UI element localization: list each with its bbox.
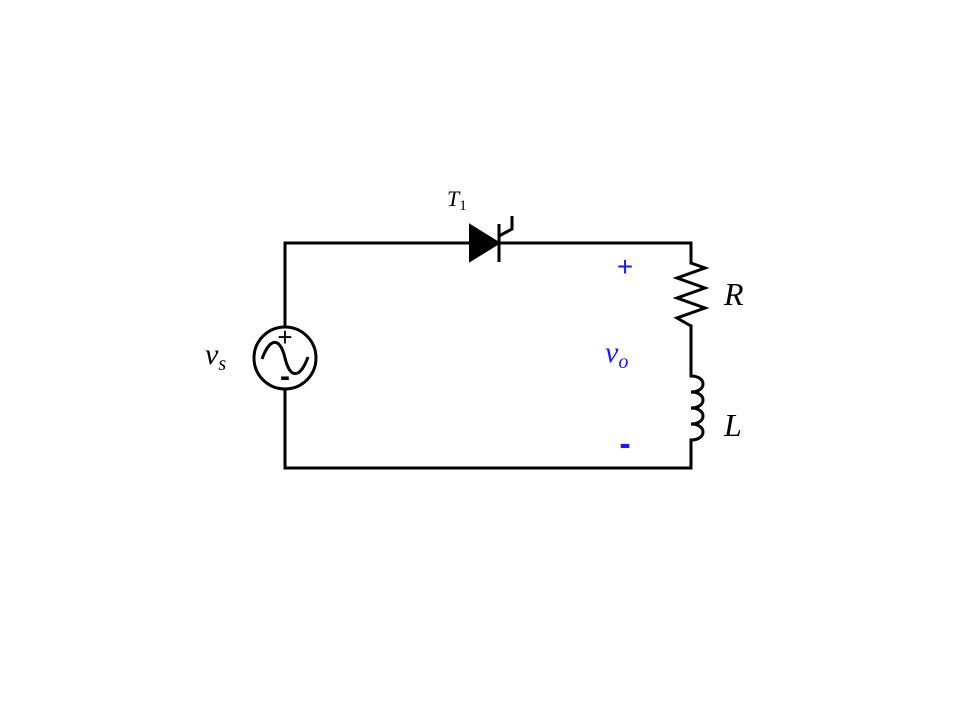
thyristor-gate-lead (498, 216, 514, 238)
source-voltage-main: v (205, 338, 219, 371)
inductor-symbol (690, 374, 705, 442)
output-voltage-sub: o (618, 351, 628, 373)
thyristor-label-main: T (447, 186, 461, 211)
source-voltage-label: vs (205, 338, 226, 375)
output-voltage-main: v (605, 336, 619, 369)
output-voltage-label: vo (605, 336, 628, 373)
circuit-wires (283, 241, 693, 470)
sine-wave-icon (260, 340, 310, 376)
wire-left-top (283, 241, 474, 330)
thyristor-symbol (469, 216, 514, 263)
output-minus-sign: - (619, 425, 630, 463)
resistor-symbol (672, 261, 710, 328)
thyristor-label: T1 (447, 186, 467, 214)
ac-source-symbol (252, 325, 318, 391)
output-plus-sign: + (617, 251, 633, 282)
source-plus-sign: + (277, 322, 292, 352)
source-voltage-sub: s (218, 353, 226, 375)
resistor-label: R (723, 276, 744, 312)
wire-top-right (498, 241, 693, 265)
thyristor-label-sub: 1 (459, 198, 467, 214)
inductor-label: L (723, 407, 742, 443)
thyristor-anode-triangle (469, 223, 501, 263)
wire-bottom (283, 388, 693, 470)
source-minus-sign: - (280, 360, 290, 393)
